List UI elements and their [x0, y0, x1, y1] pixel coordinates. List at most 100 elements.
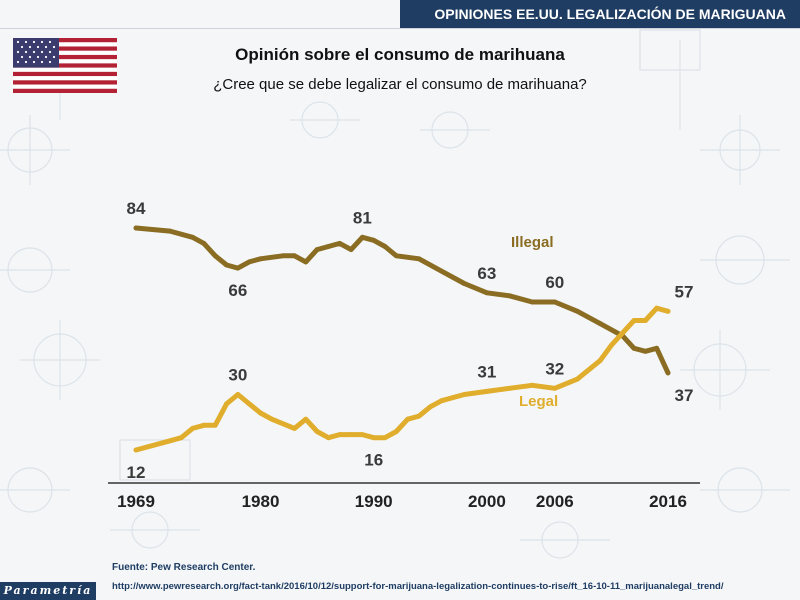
series-line-illegal: [133, 225, 671, 376]
series-point-legal: [292, 426, 297, 431]
header-divider: [0, 28, 800, 29]
data-label: 60: [545, 273, 564, 292]
series-point-illegal: [382, 244, 388, 249]
series-point-legal: [405, 416, 411, 422]
data-label: 32: [545, 359, 564, 378]
data-label: 84: [127, 199, 146, 218]
series-point-illegal: [507, 293, 512, 299]
series-point-illegal: [393, 253, 399, 259]
series-point-illegal: [359, 234, 365, 240]
series-point-legal: [224, 401, 229, 407]
series-point-illegal: [348, 247, 354, 252]
us-flag-icon: [13, 38, 117, 93]
series-point-legal: [348, 432, 354, 437]
series-point-legal: [359, 432, 365, 437]
data-label: 16: [364, 451, 383, 470]
series-point-legal: [654, 305, 660, 311]
series-point-legal: [552, 385, 558, 391]
x-tick-label: 2006: [536, 492, 574, 511]
series-point-legal: [382, 435, 388, 441]
series-point-illegal: [337, 241, 343, 246]
series-point-legal: [575, 376, 580, 382]
series-point-illegal: [212, 253, 218, 259]
series-point-illegal: [654, 345, 660, 351]
series-point-legal: [665, 308, 671, 314]
series-point-legal: [201, 422, 207, 428]
series-point-illegal: [167, 228, 173, 234]
data-label: 63: [477, 264, 496, 283]
series-point-illegal: [190, 234, 195, 240]
series-point-legal: [427, 404, 433, 410]
source-label: Fuente: Pew Research Center.: [112, 562, 256, 573]
series-point-legal: [620, 330, 626, 336]
footer-logo: Parametría: [0, 582, 96, 600]
series-point-illegal: [314, 247, 320, 252]
series-point-illegal: [258, 256, 263, 262]
series-point-legal: [235, 392, 241, 397]
series-point-legal: [597, 358, 603, 363]
series-point-legal: [133, 447, 139, 453]
series-point-illegal: [642, 348, 648, 354]
series-point-legal: [337, 432, 343, 437]
series-point-legal: [258, 410, 263, 416]
series-point-legal: [190, 426, 195, 431]
series-point-illegal: [371, 237, 377, 243]
series-point-illegal: [575, 308, 580, 314]
series-point-legal: [303, 416, 309, 422]
series-point-legal: [371, 435, 377, 441]
x-tick-label: 1969: [117, 492, 155, 511]
series-point-legal: [393, 429, 399, 434]
series-point-illegal: [292, 253, 297, 259]
series-point-legal: [178, 435, 184, 441]
series-point-illegal: [631, 345, 637, 351]
series-line-legal: [133, 305, 671, 453]
data-label: 66: [228, 281, 247, 300]
x-tick-label: 1990: [355, 492, 393, 511]
series-point-illegal: [597, 321, 603, 326]
series-point-illegal: [439, 268, 445, 274]
series-point-legal: [314, 429, 320, 434]
series-point-illegal: [246, 259, 252, 265]
series-point-illegal: [416, 256, 422, 262]
source-url-link[interactable]: http://www.pewresearch.org/fact-tank/201…: [112, 581, 724, 592]
series-point-illegal: [461, 281, 467, 286]
series-point-legal: [246, 401, 252, 407]
series-point-legal: [507, 385, 512, 391]
chart-subtitle: ¿Cree que se debe legalizar el consumo d…: [213, 76, 587, 93]
x-tick-label: 2000: [468, 492, 506, 511]
series-point-illegal: [665, 370, 671, 376]
x-tick-label: 1980: [242, 492, 280, 511]
series-point-illegal: [303, 259, 309, 265]
series-point-legal: [212, 422, 218, 428]
data-label: 57: [675, 282, 694, 301]
series-point-legal: [631, 318, 637, 323]
series-point-legal: [326, 435, 331, 441]
series-point-illegal: [484, 290, 490, 296]
series-point-legal: [609, 342, 614, 348]
series-point-illegal: [224, 262, 229, 268]
series-point-legal: [461, 392, 467, 397]
series-point-illegal: [326, 244, 331, 249]
series-label-legal: Legal: [519, 393, 558, 410]
data-label: 37: [675, 386, 694, 405]
data-label: 31: [477, 362, 496, 381]
series-point-illegal: [529, 299, 535, 305]
series-point-legal: [167, 438, 173, 444]
series-point-legal: [416, 413, 422, 419]
series-point-legal: [529, 382, 535, 388]
series-point-legal: [642, 318, 648, 323]
series-point-illegal: [235, 265, 241, 271]
series-label-illegal: Illegal: [511, 234, 554, 251]
header-title: OPINIONES EE.UU. LEGALIZACIÓN DE MARIGUA…: [400, 0, 800, 28]
data-label: 30: [228, 366, 247, 385]
chart-title: Opinión sobre el consumo de marihuana: [235, 45, 565, 64]
series-point-illegal: [280, 253, 286, 259]
series-point-illegal: [201, 241, 207, 246]
data-label: 12: [127, 463, 146, 482]
series-point-legal: [269, 416, 275, 422]
data-label: 81: [353, 208, 372, 227]
series-point-legal: [484, 389, 490, 394]
x-tick-label: 2016: [649, 492, 687, 511]
